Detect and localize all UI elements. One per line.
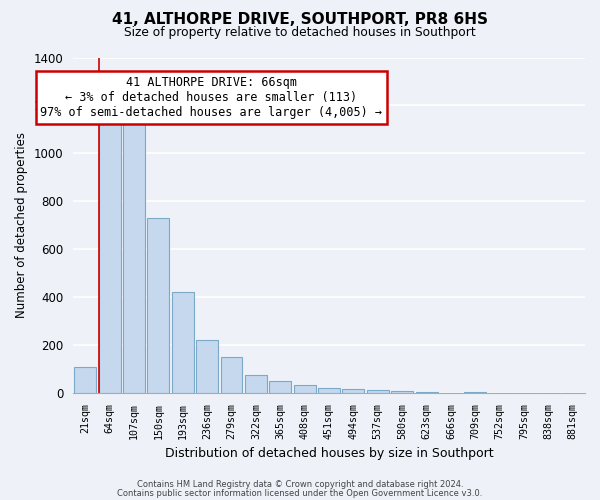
Bar [391,391,413,393]
Bar [343,390,364,393]
Bar [98,114,121,393]
Text: Contains public sector information licensed under the Open Government Licence v3: Contains public sector information licen… [118,488,482,498]
Bar [293,384,316,393]
Bar [245,375,267,393]
Text: 41 ALTHORPE DRIVE: 66sqm
← 3% of detached houses are smaller (113)
97% of semi-d: 41 ALTHORPE DRIVE: 66sqm ← 3% of detache… [40,76,382,119]
Text: Size of property relative to detached houses in Southport: Size of property relative to detached ho… [124,26,476,39]
Bar [367,390,389,393]
Bar [123,115,145,393]
Bar [148,218,169,393]
Text: Contains HM Land Registry data © Crown copyright and database right 2024.: Contains HM Land Registry data © Crown c… [137,480,463,489]
Bar [318,388,340,393]
X-axis label: Distribution of detached houses by size in Southport: Distribution of detached houses by size … [165,447,493,460]
Bar [221,357,242,393]
Y-axis label: Number of detached properties: Number of detached properties [15,132,28,318]
Bar [464,392,486,393]
Bar [74,366,96,393]
Bar [416,392,437,393]
Bar [269,381,291,393]
Bar [172,292,194,393]
Bar [196,340,218,393]
Text: 41, ALTHORPE DRIVE, SOUTHPORT, PR8 6HS: 41, ALTHORPE DRIVE, SOUTHPORT, PR8 6HS [112,12,488,28]
